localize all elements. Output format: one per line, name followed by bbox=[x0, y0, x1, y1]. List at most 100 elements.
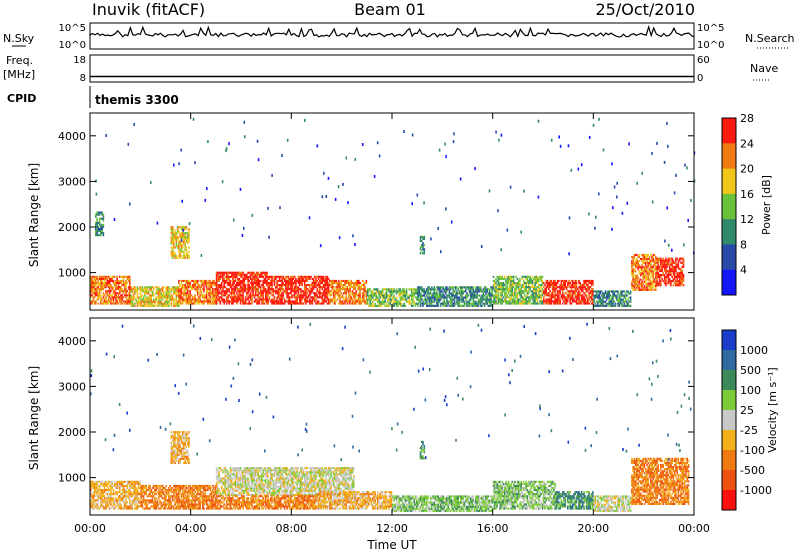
range-cell bbox=[641, 253, 643, 256]
range-cell bbox=[238, 284, 241, 287]
range-cell bbox=[437, 227, 439, 230]
range-cell bbox=[509, 284, 511, 287]
range-cell bbox=[254, 277, 257, 280]
range-cell bbox=[418, 290, 420, 293]
range-cell bbox=[480, 298, 482, 301]
range-cell bbox=[276, 290, 278, 293]
range-cell bbox=[507, 290, 510, 293]
range-cell bbox=[159, 290, 161, 293]
range-cell bbox=[490, 292, 492, 295]
range-cell bbox=[296, 279, 298, 282]
range-cell bbox=[588, 288, 590, 291]
range-cell bbox=[272, 290, 275, 293]
range-cell bbox=[642, 288, 644, 291]
range-cell bbox=[102, 286, 105, 289]
range-cell bbox=[101, 495, 103, 498]
range-cell bbox=[475, 296, 477, 299]
range-cell bbox=[541, 275, 544, 278]
range-cell bbox=[266, 298, 268, 301]
range-cell bbox=[444, 296, 447, 299]
range-cell bbox=[252, 271, 254, 274]
range-cell bbox=[429, 304, 432, 307]
range-cell bbox=[438, 296, 441, 299]
range-cell bbox=[181, 250, 184, 253]
range-cell bbox=[180, 244, 183, 247]
range-cell bbox=[580, 298, 583, 301]
range-cell bbox=[404, 292, 407, 295]
colorbar-tick-label: 28 bbox=[740, 112, 754, 125]
range-cell bbox=[531, 275, 534, 278]
range-cell bbox=[247, 279, 249, 282]
range-cell bbox=[100, 217, 102, 220]
range-cell bbox=[538, 292, 540, 295]
range-cell bbox=[511, 290, 514, 293]
range-cell bbox=[202, 294, 204, 297]
range-cell bbox=[512, 298, 515, 301]
range-cell bbox=[197, 290, 199, 293]
range-cell bbox=[516, 294, 519, 297]
range-cell bbox=[675, 267, 677, 270]
range-cell bbox=[273, 302, 276, 305]
range-cell bbox=[222, 300, 224, 303]
n-sky-top-tick: 10^5 bbox=[59, 23, 86, 34]
range-cell bbox=[536, 296, 539, 299]
range-cell bbox=[224, 275, 227, 278]
range-cell bbox=[545, 288, 548, 291]
range-cell bbox=[595, 304, 598, 307]
range-cell bbox=[113, 484, 116, 487]
range-cell bbox=[587, 288, 589, 291]
range-cell bbox=[655, 282, 657, 285]
range-cell bbox=[515, 286, 517, 289]
range-cell bbox=[632, 268, 634, 271]
range-cell bbox=[305, 288, 307, 291]
range-cell bbox=[194, 282, 196, 285]
range-cell bbox=[125, 275, 127, 278]
range-cell bbox=[582, 288, 584, 291]
range-cell bbox=[506, 286, 509, 289]
range-cell bbox=[638, 270, 641, 273]
range-cell bbox=[370, 302, 373, 305]
range-cell bbox=[496, 275, 498, 278]
range-cell bbox=[534, 294, 536, 297]
range-cell bbox=[100, 232, 102, 235]
range-cell bbox=[385, 304, 388, 307]
range-cell bbox=[175, 236, 178, 239]
range-cell bbox=[100, 282, 102, 285]
range-cell bbox=[268, 275, 271, 278]
range-cell bbox=[232, 290, 234, 293]
range-cell bbox=[587, 279, 589, 282]
range-cell bbox=[502, 288, 505, 291]
range-cell bbox=[589, 286, 592, 289]
range-cell bbox=[106, 505, 108, 508]
range-cell bbox=[111, 298, 113, 301]
range-cell bbox=[323, 171, 325, 175]
range-cell bbox=[500, 284, 502, 287]
range-cell bbox=[648, 278, 651, 281]
range-cell bbox=[306, 292, 308, 295]
range-cell bbox=[506, 288, 509, 291]
range-cell bbox=[477, 298, 480, 301]
range-cell bbox=[130, 302, 132, 305]
range-cell bbox=[102, 225, 105, 228]
range-cell bbox=[390, 290, 393, 293]
range-cell bbox=[125, 282, 127, 285]
range-cell bbox=[220, 284, 223, 287]
range-cell bbox=[345, 286, 347, 289]
range-cell bbox=[300, 292, 302, 295]
range-cell bbox=[246, 302, 248, 305]
range-cell bbox=[151, 300, 154, 303]
range-cell bbox=[161, 286, 164, 289]
range-cell bbox=[452, 288, 454, 291]
range-cell bbox=[102, 507, 105, 510]
range-cell bbox=[286, 282, 288, 285]
range-cell bbox=[276, 302, 278, 305]
range-cell bbox=[117, 288, 120, 291]
range-cell bbox=[267, 298, 269, 301]
range-cell bbox=[256, 290, 258, 293]
range-cell bbox=[443, 304, 446, 307]
range-cell bbox=[623, 300, 626, 303]
range-cell bbox=[191, 288, 194, 291]
range-cell bbox=[461, 294, 463, 297]
range-cell bbox=[261, 294, 263, 297]
range-cell bbox=[180, 246, 183, 249]
